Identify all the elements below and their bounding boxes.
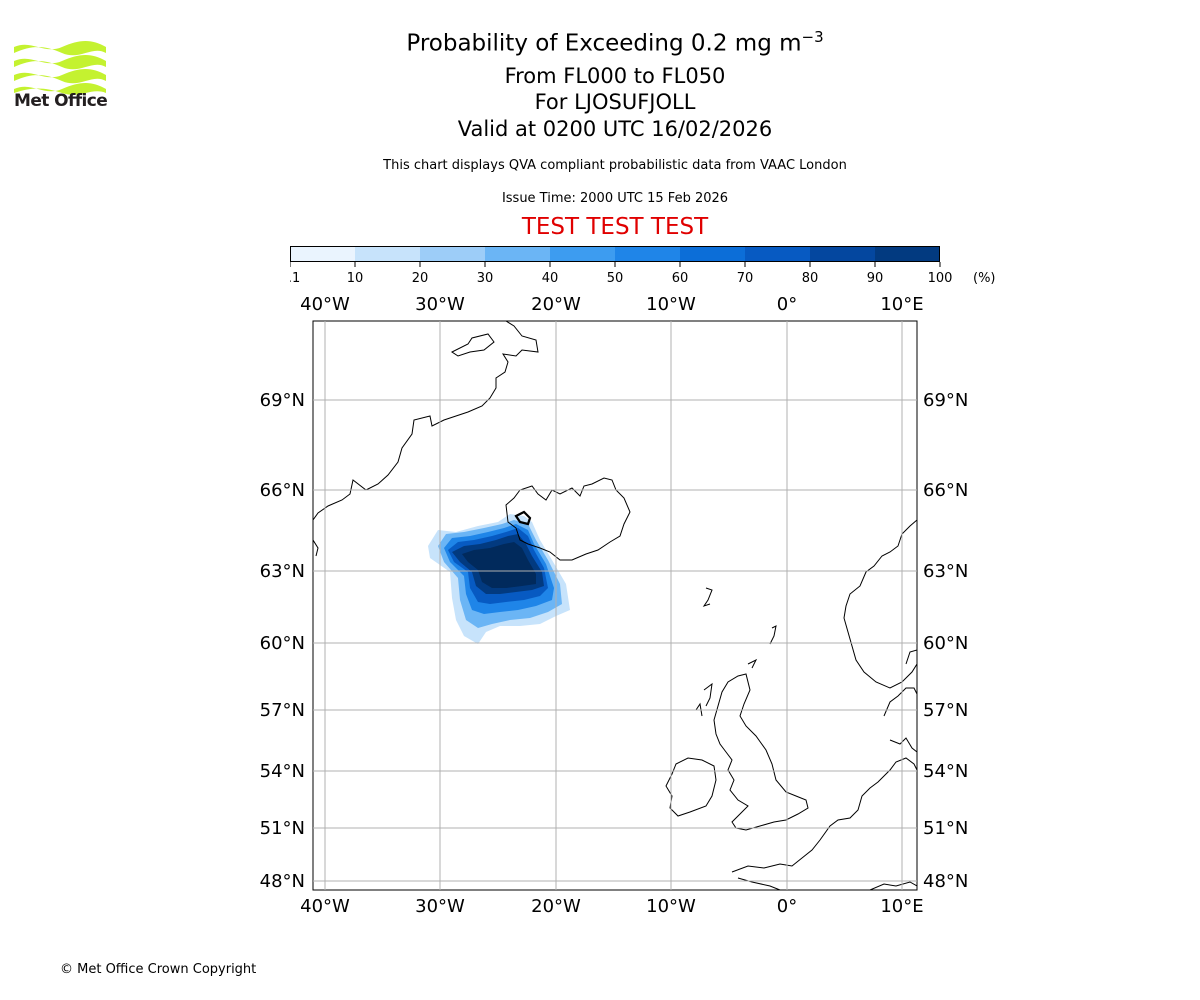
latitude-label-left: 51°N xyxy=(260,818,305,839)
latitude-label-left: 66°N xyxy=(260,480,305,501)
met-office-logo-icon xyxy=(14,41,106,95)
flight-level-range: From FL000 to FL050 xyxy=(504,64,726,88)
coastlines xyxy=(313,321,917,890)
ash-probability-plume xyxy=(428,514,570,644)
latitude-label-left: 57°N xyxy=(260,700,305,721)
colorbar-segment xyxy=(875,246,940,262)
longitude-label-top: 10°W xyxy=(646,294,696,315)
longitude-label-top: 0° xyxy=(777,294,797,315)
latitude-label-right: 54°N xyxy=(923,761,968,782)
data-source-note: This chart displays QVA compliant probab… xyxy=(383,158,847,173)
colorbar-tick-label: 90 xyxy=(867,271,884,286)
volcano-name: For LJOSUFJOLL xyxy=(534,90,696,114)
valid-time: Valid at 0200 UTC 16/02/2026 xyxy=(457,117,773,141)
latitude-label-left: 63°N xyxy=(260,561,305,582)
issue-time: Issue Time: 2000 UTC 15 Feb 2026 xyxy=(501,191,729,206)
latitude-label-right: 48°N xyxy=(923,871,968,892)
axis-labels: 40°W 40°W 30°W 30°W 20°W 20°W 10°W 10°W 0° 0° 10°E… xyxy=(260,294,969,917)
longitude-label-top: 10°E xyxy=(880,294,923,315)
test-banner: TEST TEST TEST xyxy=(521,214,709,240)
colorbar-outline xyxy=(290,246,940,262)
latitude-label-left: 69°N xyxy=(260,390,305,411)
graticule xyxy=(313,321,917,890)
latitude-label-left: 48°N xyxy=(260,871,305,892)
colorbar-tick-label: 0.1 xyxy=(290,271,300,286)
longitude-label-bottom: 0° xyxy=(777,896,797,917)
colorbar-tick-label: 10 xyxy=(347,271,364,286)
probability-colorbar: 0.1 10 20 30 40 50 60 70 80 90 100 (%) xyxy=(290,246,996,286)
longitude-label-bottom: 30°W xyxy=(415,896,465,917)
longitude-label-bottom: 40°W xyxy=(300,896,350,917)
colorbar-segment xyxy=(290,246,355,262)
colorbar-tick-label: 60 xyxy=(672,271,689,286)
latitude-label-right: 69°N xyxy=(923,390,968,411)
colorbar-segment xyxy=(680,246,745,262)
latitude-label-right: 63°N xyxy=(923,561,968,582)
longitude-label-top: 40°W xyxy=(300,294,350,315)
map-frame xyxy=(312,320,918,891)
colorbar-tick-label: 70 xyxy=(737,271,754,286)
chart-title: Probability of Exceeding 0.2 mg m−3 xyxy=(406,28,824,57)
latitude-label-left: 54°N xyxy=(260,761,305,782)
longitude-label-bottom: 10°W xyxy=(646,896,696,917)
copyright-notice: © Met Office Crown Copyright xyxy=(60,962,257,977)
longitude-label-bottom: 20°W xyxy=(531,896,581,917)
colorbar-segment xyxy=(745,246,810,262)
latitude-label-left: 60°N xyxy=(260,633,305,654)
colorbar-unit: (%) xyxy=(973,271,996,286)
colorbar-segment xyxy=(485,246,550,262)
longitude-label-top: 30°W xyxy=(415,294,465,315)
latitude-label-right: 60°N xyxy=(923,633,968,654)
colorbar-tick-label: 50 xyxy=(607,271,624,286)
colorbar-tick-label: 20 xyxy=(412,271,429,286)
longitude-label-top: 20°W xyxy=(531,294,581,315)
colorbar-segment xyxy=(550,246,615,262)
longitude-label-bottom: 10°E xyxy=(880,896,923,917)
colorbar-segment xyxy=(810,246,875,262)
colorbar-segment xyxy=(355,246,420,262)
colorbar-tick-label: 80 xyxy=(802,271,819,286)
volcano-marker-icon xyxy=(514,510,532,526)
colorbar-segment xyxy=(615,246,680,262)
colorbar-tick-label: 40 xyxy=(542,271,559,286)
colorbar-tick-label: 30 xyxy=(477,271,494,286)
colorbar-tick-label: 100 xyxy=(928,271,953,286)
latitude-label-right: 66°N xyxy=(923,480,968,501)
logo-text: Met Office xyxy=(14,91,108,111)
latitude-label-right: 51°N xyxy=(923,818,968,839)
latitude-label-right: 57°N xyxy=(923,700,968,721)
plume-probability-band xyxy=(462,542,536,588)
colorbar-segment xyxy=(420,246,485,262)
